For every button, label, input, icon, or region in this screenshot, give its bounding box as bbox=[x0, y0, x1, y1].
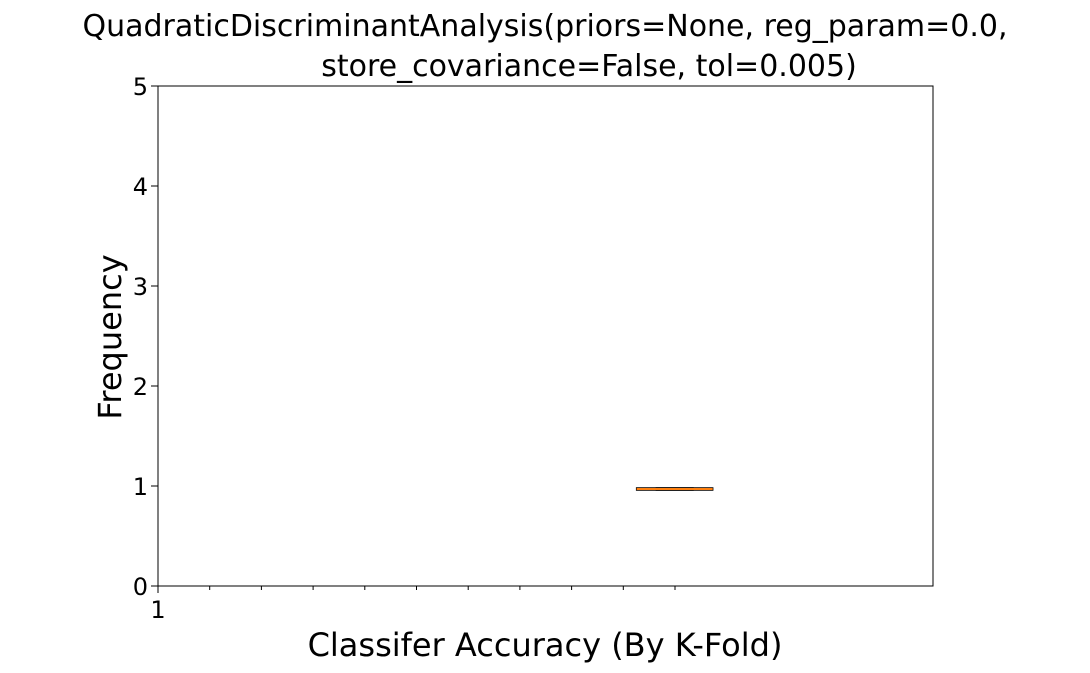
x-tick-label: 1 bbox=[150, 596, 165, 624]
chart-title-line-2: store_covariance=False, tol=0.005) bbox=[321, 49, 857, 84]
axes-frame bbox=[157, 85, 934, 587]
chart-title-line-1: QuadraticDiscriminantAnalysis(priors=Non… bbox=[82, 9, 1007, 44]
y-axis-label: Frequency bbox=[91, 254, 129, 419]
y-tick-label: 5 bbox=[133, 73, 148, 101]
y-tick-label: 0 bbox=[133, 573, 148, 601]
y-tick-label: 2 bbox=[133, 373, 148, 401]
x-axis-label: Classifer Accuracy (By K-Fold) bbox=[308, 626, 783, 664]
y-tick-label: 3 bbox=[133, 273, 148, 301]
y-tick-label: 4 bbox=[133, 173, 148, 201]
y-tick-label: 1 bbox=[133, 473, 148, 501]
